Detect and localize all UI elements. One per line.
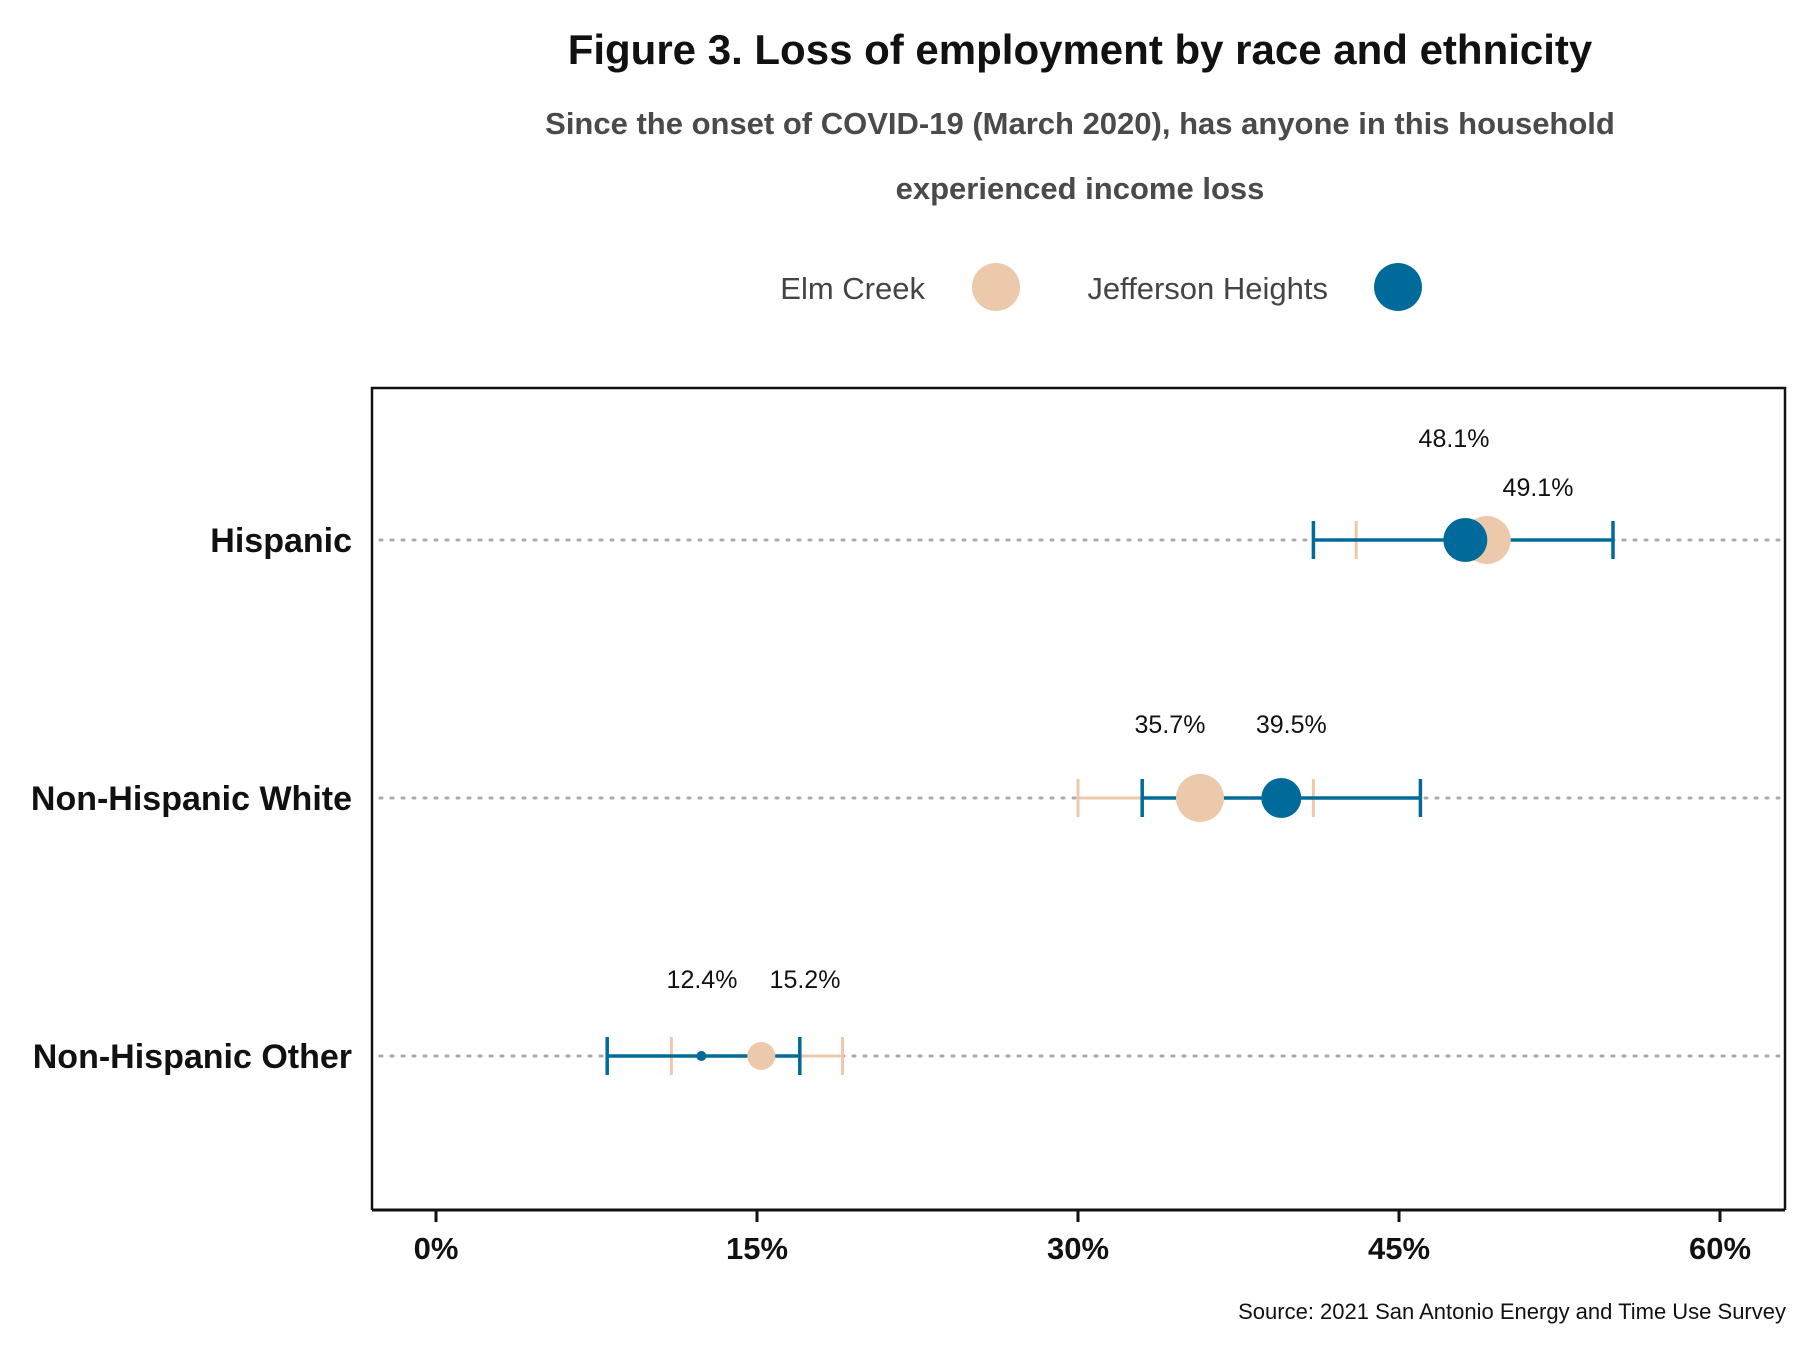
point-jefferson-heights-non-hispanic-white <box>1261 778 1302 818</box>
x-tick-label-15: 15% <box>726 1231 788 1266</box>
point-jefferson-heights-hispanic <box>1443 518 1488 562</box>
data-label-elm-creek-non-hispanic-other: 15.2% <box>770 966 841 994</box>
legend-label-elm-creek: Elm Creek <box>780 271 925 306</box>
chart-source: Source: 2021 San Antonio Energy and Time… <box>1238 1299 1786 1324</box>
chart-subtitle-line-1: Since the onset of COVID-19 (March 2020)… <box>545 106 1615 141</box>
chart-subtitle-line-2: experienced income loss <box>896 171 1265 206</box>
data-label-jefferson-heights-non-hispanic-other: 12.4% <box>667 966 738 994</box>
plot-border <box>370 386 1787 1210</box>
x-tick-label-30: 30% <box>1047 1231 1109 1266</box>
plot-area: Hispanic Non-Hispanic White Non-Hispanic O… <box>31 386 1787 1266</box>
data-label-jefferson-heights-non-hispanic-white: 39.5% <box>1256 711 1327 739</box>
legend-label-jefferson-heights: Jefferson Heights <box>1087 271 1328 306</box>
category-label-non-hispanic-white: Non-Hispanic White <box>31 780 352 818</box>
legend: Elm Creek Jefferson Heights <box>780 263 1422 311</box>
x-tick-label-0: 0% <box>414 1231 459 1266</box>
x-tick-label-45: 45% <box>1368 1231 1430 1266</box>
point-jefferson-heights-non-hispanic-other <box>696 1051 707 1061</box>
data-label-elm-creek-hispanic: 49.1% <box>1503 474 1574 502</box>
data-label-jefferson-heights-hispanic: 48.1% <box>1419 425 1490 453</box>
point-elm-creek-non-hispanic-white <box>1175 774 1224 822</box>
point-elm-creek-non-hispanic-other <box>747 1042 776 1070</box>
chart-title: Figure 3. Loss of employment by race and… <box>568 26 1593 73</box>
category-label-hispanic: Hispanic <box>210 522 352 560</box>
data-label-elm-creek-non-hispanic-white: 35.7% <box>1135 711 1206 739</box>
category-label-non-hispanic-other: Non-Hispanic Other <box>33 1038 352 1076</box>
legend-swatch-jefferson-heights <box>1374 263 1422 311</box>
x-tick-label-60: 60% <box>1689 1231 1751 1266</box>
legend-swatch-elm-creek <box>972 263 1020 311</box>
